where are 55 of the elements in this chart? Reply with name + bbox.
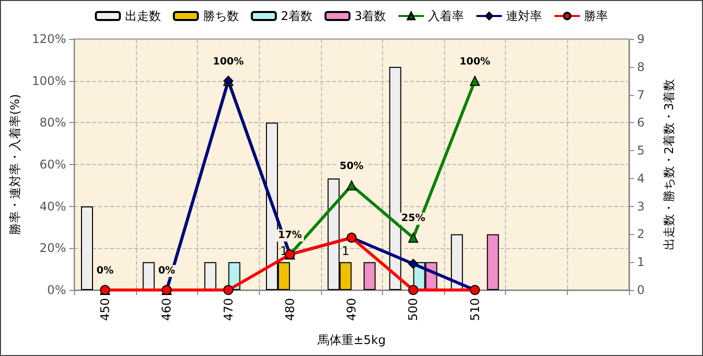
- y-tick-label: 60%: [40, 158, 66, 172]
- bar: [81, 206, 94, 290]
- x-tick-label: 460: [160, 298, 174, 321]
- bar: [204, 262, 216, 290]
- bar: [142, 262, 155, 290]
- legend-label: 入着率: [428, 9, 464, 23]
- legend-label: 勝ち数: [202, 9, 239, 23]
- x-axis-title: 馬体重±5kg: [316, 333, 386, 347]
- y-tick-label: 20%: [40, 241, 66, 256]
- y2-tick-label: 6: [637, 116, 645, 130]
- point: [408, 258, 418, 269]
- y2-tick-label: 2: [637, 227, 645, 242]
- point: [470, 76, 480, 86]
- y-tick-label: 80%: [40, 116, 66, 130]
- data-label: 0%: [96, 266, 114, 276]
- y2-tick-label: 4: [637, 171, 645, 186]
- data-label: 0%: [158, 266, 176, 276]
- y2-tick-label: 5: [637, 144, 645, 158]
- legend-label: 3着数: [354, 9, 386, 23]
- bar: [486, 234, 499, 290]
- bar: [364, 262, 376, 290]
- x-tick-label: 510: [468, 298, 482, 321]
- legend-label: 連対率: [506, 9, 542, 23]
- legend-label: 2着数: [280, 9, 313, 23]
- y2-tick-label: 9: [637, 32, 645, 46]
- data-label: 100%: [459, 56, 490, 68]
- point: [223, 285, 234, 295]
- x-tick-label: 480: [282, 298, 297, 321]
- y2-tick-label: 8: [637, 60, 645, 74]
- data-label: 17%: [278, 230, 302, 241]
- bar: [450, 234, 463, 290]
- y2-tick-label: 7: [637, 88, 645, 102]
- y2-tick-label: 3: [637, 199, 645, 214]
- bar: [389, 66, 402, 290]
- legend-label: 出走数: [124, 9, 161, 23]
- y-tick-label: 0%: [47, 283, 66, 297]
- x-tick-label: 470: [221, 298, 236, 321]
- legend-label: 勝率: [584, 9, 608, 23]
- x-tick-label: 500: [406, 298, 420, 321]
- point: [408, 232, 418, 243]
- data-label: 25%: [401, 213, 426, 224]
- data-label: 1: [342, 244, 350, 258]
- point: [346, 180, 357, 190]
- y2-tick-label: 0: [637, 283, 645, 297]
- y-tick-label: 120%: [32, 32, 66, 46]
- x-tick-label: 450: [98, 298, 112, 321]
- data-label: 50%: [340, 160, 364, 172]
- y2-tick-label: 1: [637, 255, 645, 270]
- data-label: 100%: [212, 56, 244, 68]
- y-tick-label: 40%: [40, 199, 66, 214]
- y2-axis-title: 出走数・勝ち数・2着数・3着数: [662, 78, 676, 250]
- x-tick-label: 490: [344, 298, 359, 321]
- y-axis-title: 勝率・連対率・入着率(%): [8, 94, 22, 235]
- point: [408, 285, 418, 295]
- y-tick-label: 100%: [32, 74, 66, 88]
